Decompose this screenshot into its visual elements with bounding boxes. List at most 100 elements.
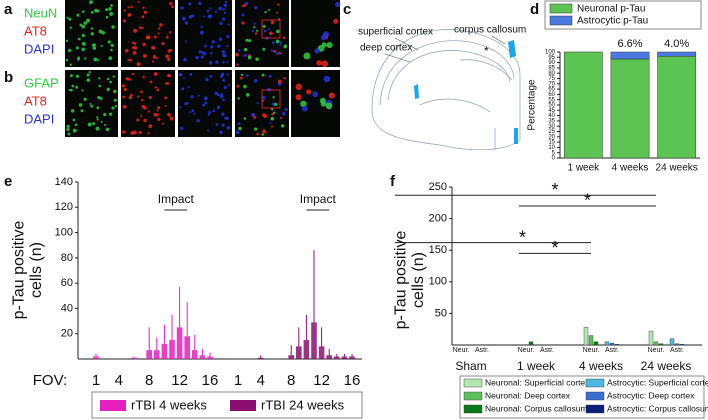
y-tick-label: 75 <box>548 76 555 82</box>
y-axis-label: cells (n) <box>28 242 45 298</box>
cell <box>228 83 231 86</box>
cell <box>186 102 189 105</box>
cell <box>166 82 170 85</box>
cell <box>100 44 103 48</box>
cell <box>256 132 259 136</box>
cell <box>89 102 92 106</box>
bar <box>658 343 664 346</box>
cell <box>137 95 140 98</box>
cell <box>81 10 85 13</box>
cell <box>236 84 240 88</box>
cell <box>148 124 153 129</box>
cell <box>179 106 182 109</box>
legend-swatch <box>585 378 605 388</box>
cell <box>247 55 252 60</box>
x-tick-label: 12 <box>171 372 188 389</box>
cell <box>71 84 75 88</box>
cell <box>276 29 280 34</box>
cell <box>181 16 186 21</box>
bar <box>207 356 213 359</box>
cell <box>276 51 280 55</box>
cell <box>162 122 165 125</box>
bar <box>169 340 175 359</box>
cell <box>131 72 135 76</box>
bar <box>593 341 599 346</box>
cell <box>262 99 265 102</box>
cell <box>133 28 138 33</box>
cell <box>110 48 113 52</box>
cell <box>65 58 69 62</box>
cell <box>105 127 110 132</box>
cell <box>262 129 267 134</box>
y-tick-label: 45 <box>548 108 555 114</box>
panel-label: b <box>4 69 13 86</box>
x-tick-label: 16 <box>344 372 361 389</box>
cell <box>148 95 152 100</box>
cell <box>202 103 206 107</box>
legend-label: Astrocytic p-Tau <box>577 16 648 27</box>
cell <box>210 45 214 49</box>
cell <box>321 60 329 68</box>
cell <box>243 3 247 7</box>
stain-label: GFAP <box>24 75 59 90</box>
cell <box>241 21 245 25</box>
x-tick-label: 4 weeks <box>612 163 649 174</box>
cell <box>262 24 266 28</box>
legend-swatch <box>549 3 573 14</box>
cell <box>154 86 157 89</box>
cell <box>181 87 185 91</box>
cell <box>248 39 252 43</box>
cell <box>224 116 228 120</box>
cell <box>221 50 226 54</box>
x-tick-label: 8 <box>145 372 153 389</box>
cell <box>169 31 172 34</box>
cell <box>208 7 211 10</box>
cell <box>114 104 117 108</box>
sub-label: Neur. <box>648 347 665 354</box>
bar <box>609 342 615 346</box>
bar <box>154 350 160 359</box>
cell <box>152 55 157 59</box>
legend-label: rTBI 24 weeks <box>261 397 345 412</box>
cell <box>300 100 307 108</box>
cell <box>122 19 126 23</box>
cell <box>146 36 150 40</box>
cell <box>270 125 274 128</box>
panel-label: d <box>530 1 539 18</box>
cell <box>253 127 258 131</box>
cell <box>254 6 258 10</box>
cell <box>222 98 225 102</box>
cell <box>133 42 137 45</box>
cell <box>105 8 109 12</box>
cell <box>180 6 184 10</box>
cell <box>243 47 248 52</box>
bar-segment <box>610 58 650 159</box>
cell <box>98 84 101 88</box>
legend-swatch <box>463 404 483 414</box>
cell <box>83 97 87 101</box>
cell <box>320 101 327 107</box>
cell <box>270 116 275 121</box>
cell <box>165 54 170 59</box>
bar <box>199 355 206 359</box>
cell <box>226 73 229 76</box>
cell <box>137 1 140 4</box>
cell <box>138 130 142 135</box>
cell <box>275 39 280 44</box>
x-tick-label: Sham <box>455 359 486 373</box>
legend-box <box>91 391 363 419</box>
cell <box>207 129 210 132</box>
sub-label: Neur. <box>453 347 470 354</box>
y-tick-label: 250 <box>429 181 447 193</box>
x-tick-label: 4 <box>115 372 123 389</box>
cell <box>74 123 78 127</box>
cell <box>219 94 224 99</box>
cell <box>262 47 266 51</box>
cell <box>204 44 207 48</box>
cell <box>200 25 203 29</box>
x-tick-label: 8 <box>287 372 295 389</box>
cell <box>96 118 99 121</box>
legend-label: Neuronal: Superficial cortex <box>485 377 590 387</box>
bar <box>146 350 152 359</box>
cell <box>316 60 322 66</box>
